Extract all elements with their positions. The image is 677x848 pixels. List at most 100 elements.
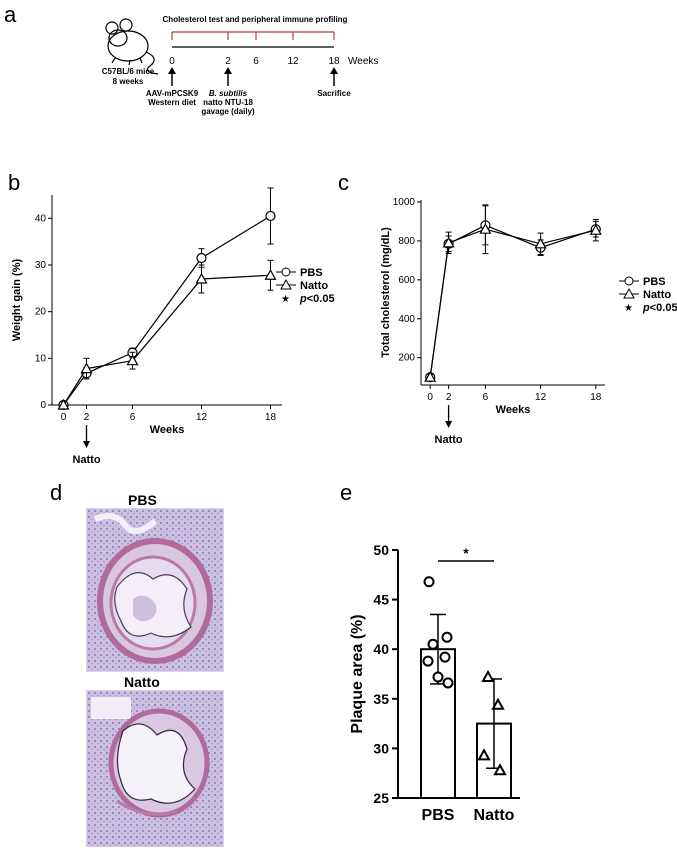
timeline-arrows bbox=[168, 67, 338, 86]
legend-label-natto: Natto bbox=[300, 280, 328, 292]
x-tick-label: PBS bbox=[422, 807, 455, 824]
data-point-pbs bbox=[265, 210, 276, 222]
data-point-natto bbox=[264, 269, 277, 280]
significance-star: * bbox=[463, 545, 469, 561]
timeline-weeks-label: Weeks bbox=[348, 56, 378, 67]
data-point-natto bbox=[442, 236, 455, 248]
legend-marker-pbs bbox=[624, 276, 634, 286]
data-point-natto bbox=[479, 222, 492, 234]
y-axis-title: Weight gain (%) bbox=[11, 259, 23, 342]
mouse-label-strain: C57BL/6 mice bbox=[102, 67, 155, 76]
timeline-tick-18: 18 bbox=[328, 56, 340, 67]
y-axis-title: Plaque area (%) bbox=[349, 614, 366, 733]
legend-label-natto: Natto bbox=[643, 289, 671, 301]
timeline-tick-12: 12 bbox=[287, 56, 299, 67]
x-tick-label: 0 bbox=[427, 392, 433, 403]
y-tick-label: 600 bbox=[398, 275, 415, 286]
data-point-pbs bbox=[422, 655, 434, 667]
y-tick-label: 200 bbox=[398, 353, 415, 364]
panel-letter-c: c bbox=[338, 170, 349, 195]
legend-marker-natto bbox=[280, 278, 292, 290]
data-point-natto bbox=[481, 669, 495, 682]
natto-arrow-label: Natto bbox=[72, 454, 100, 466]
y-tick-label: 40 bbox=[35, 213, 47, 224]
data-point-natto bbox=[126, 354, 139, 366]
timeline-top-label: Cholesterol test and peripheral immune p… bbox=[163, 15, 348, 24]
data-point-natto bbox=[493, 763, 507, 776]
panel-letter-b: b bbox=[8, 170, 21, 195]
data-point-natto bbox=[477, 748, 491, 761]
x-tick-label: 18 bbox=[590, 392, 602, 403]
y-tick-label: 35 bbox=[373, 691, 389, 707]
histology-image-pbs bbox=[86, 508, 224, 672]
x-tick-label: 12 bbox=[196, 412, 208, 423]
legend-label-pbs: PBS bbox=[300, 267, 323, 279]
data-point-natto bbox=[80, 362, 93, 374]
data-point-pbs bbox=[427, 638, 439, 650]
y-tick-label: 10 bbox=[35, 353, 47, 364]
x-tick-label: 6 bbox=[483, 392, 489, 403]
y-tick-label: 40 bbox=[373, 641, 389, 657]
legend-marker-pbs bbox=[281, 267, 291, 277]
panel-letter-e: e bbox=[340, 480, 353, 505]
x-tick-label: 12 bbox=[535, 392, 547, 403]
y-tick-label: 0 bbox=[40, 400, 46, 411]
y-tick-label: 1000 bbox=[393, 197, 416, 208]
y-tick-label: 20 bbox=[35, 307, 47, 318]
event2-line1: B. subtilis bbox=[209, 89, 248, 98]
x-tick-label: 18 bbox=[265, 412, 277, 423]
natto-arrow-label: Natto bbox=[435, 434, 463, 446]
data-point-pbs bbox=[441, 631, 453, 643]
x-axis-title: Weeks bbox=[496, 404, 531, 416]
event2-line3: gavage (daily) bbox=[201, 107, 255, 116]
red-bracket bbox=[171, 31, 335, 40]
data-point-pbs bbox=[439, 651, 451, 663]
natto-arrow-head-icon bbox=[445, 421, 453, 428]
y-tick-label: 50 bbox=[373, 542, 389, 558]
data-point-natto bbox=[534, 237, 547, 249]
x-tick-label: 2 bbox=[446, 392, 452, 403]
timeline-figure: C57BL/6 mice 8 weeks Cholesterol test an… bbox=[102, 15, 379, 116]
y-tick-label: 400 bbox=[398, 314, 415, 325]
x-axis-title: Weeks bbox=[150, 424, 185, 436]
y-tick-label: 45 bbox=[373, 592, 389, 608]
histology-title-natto: Natto bbox=[124, 674, 160, 690]
data-point-natto bbox=[57, 398, 70, 410]
timeline-tick-2: 2 bbox=[225, 56, 231, 67]
x-tick-label: 2 bbox=[84, 412, 90, 423]
data-point-natto bbox=[491, 697, 505, 710]
legend-star-icon: ★ bbox=[281, 294, 290, 305]
x-tick-label: Natto bbox=[474, 807, 515, 824]
natto-arrow-head-icon bbox=[83, 441, 90, 448]
timeline-tick-0: 0 bbox=[169, 56, 175, 67]
timeline-tick-6: 6 bbox=[253, 56, 259, 67]
data-point-natto bbox=[424, 370, 437, 382]
data-point-pbs bbox=[196, 252, 207, 264]
histology-image-natto bbox=[86, 690, 224, 847]
data-point-natto bbox=[589, 223, 602, 235]
x-tick-label: 0 bbox=[61, 412, 67, 423]
data-point-natto bbox=[195, 272, 208, 284]
panel-letter-d: d bbox=[50, 480, 63, 505]
histology-title-pbs: PBS bbox=[128, 492, 157, 508]
event0-line2: Western diet bbox=[148, 98, 196, 107]
data-point-pbs bbox=[432, 671, 444, 683]
panel-letter-a: a bbox=[4, 2, 17, 27]
y-tick-label: 30 bbox=[373, 740, 389, 756]
event2-line2: natto NTU-18 bbox=[203, 98, 253, 107]
data-point-pbs bbox=[423, 576, 435, 588]
mouse-icon bbox=[105, 18, 159, 75]
data-point-pbs bbox=[442, 677, 454, 689]
event0-line1: AAV-mPCSK9 bbox=[146, 89, 199, 98]
y-tick-label: 800 bbox=[398, 236, 415, 247]
y-tick-label: 30 bbox=[35, 260, 47, 271]
y-tick-label: 25 bbox=[373, 790, 389, 806]
mouse-label-age: 8 weeks bbox=[113, 77, 144, 86]
x-tick-label: 6 bbox=[130, 412, 136, 423]
event18-label: Sacrifice bbox=[317, 89, 351, 98]
y-axis-title: Total cholesterol (mg/dL) bbox=[380, 227, 392, 358]
legend-marker-natto bbox=[623, 287, 635, 299]
